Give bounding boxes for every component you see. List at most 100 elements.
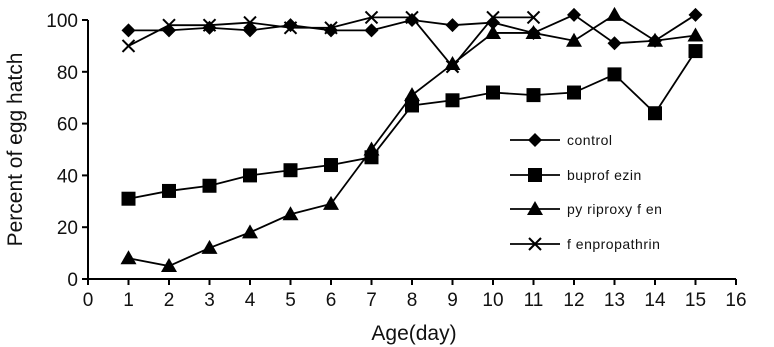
- cross-stroke: [486, 10, 500, 25]
- fenpropathrin-point: [243, 15, 257, 30]
- x-tick-label: 11: [524, 290, 544, 311]
- pyriproxyfen-point: [566, 32, 582, 47]
- pyriproxyfen-point: [404, 87, 420, 102]
- buprofezin-point: [445, 93, 460, 108]
- y-tick-label: 100: [46, 11, 78, 32]
- pyriproxyfen-point: [161, 258, 177, 273]
- buprofezin-point: [324, 158, 338, 173]
- fenpropathrin-point: [405, 10, 419, 25]
- pyriproxyfen-point: [242, 224, 258, 239]
- y-tick-label: 40: [57, 166, 78, 187]
- fenpropathrin-point: [202, 18, 217, 32]
- control-point: [243, 23, 257, 38]
- buprofezin-point: [486, 85, 500, 100]
- x-tick-label: 12: [563, 290, 584, 311]
- x-tick-label: 6: [326, 290, 337, 311]
- cross-stroke: [162, 18, 176, 32]
- buprofezin-point: [121, 191, 136, 206]
- pyriproxyfen-point: [363, 141, 380, 156]
- y-axis-label: Percent of egg hatch: [4, 53, 27, 247]
- pyriproxyfen-point: [485, 24, 501, 39]
- axes: [82, 19, 737, 285]
- pyriproxyfen-point: [120, 250, 137, 265]
- cross-stroke: [528, 237, 542, 251]
- cross-stroke: [445, 59, 460, 74]
- x-axis-label: Age(day): [371, 322, 456, 345]
- pyriproxyfen-point: [606, 6, 623, 21]
- pyriproxyfen-point: [323, 195, 339, 210]
- control-point: [486, 15, 500, 30]
- y-tick-label: 0: [67, 270, 78, 291]
- fenpropathrin-point: [162, 18, 176, 32]
- legend-item-buprofezin: buprof ezin: [510, 167, 642, 183]
- x-tick-label: 16: [725, 290, 746, 311]
- buprofezin-point: [607, 67, 622, 82]
- cross-stroke: [405, 10, 419, 25]
- x-tick-label: 5: [285, 290, 296, 311]
- y-tick-label: 80: [57, 63, 78, 84]
- control-point: [283, 18, 298, 33]
- y-tick-label: 60: [57, 115, 78, 136]
- pyriproxyfen-point: [527, 201, 543, 215]
- buprofezin-point: [688, 44, 703, 59]
- buprofezin-point: [405, 98, 419, 113]
- control-point: [567, 7, 581, 22]
- control-point: [688, 7, 703, 22]
- cross-stroke: [526, 10, 541, 25]
- pyriproxyfen-point: [282, 206, 299, 221]
- pyriproxyfen-point: [687, 27, 704, 42]
- legend-item-pyriproxyfen: py riproxy f en: [510, 201, 662, 217]
- fenpropathrin-point: [324, 21, 338, 35]
- legend-label: f enpropathrin: [567, 236, 660, 252]
- control-point: [607, 36, 622, 51]
- x-tick-label: 2: [164, 290, 175, 311]
- x-tick-label: 3: [204, 290, 215, 311]
- legend-label: control: [567, 132, 613, 148]
- control-point: [364, 23, 379, 38]
- pyriproxyfen-point: [647, 32, 663, 47]
- series-layer: [120, 6, 704, 273]
- control-point: [121, 23, 136, 38]
- cross-stroke: [243, 15, 257, 30]
- control-point: [324, 23, 338, 38]
- fenpropathrin-point: [283, 21, 298, 35]
- y-tick-label: 20: [57, 218, 78, 239]
- x-tick-label: 4: [245, 290, 256, 311]
- buprofezin-point: [162, 183, 176, 198]
- x-tick-label: 14: [644, 290, 666, 311]
- control-point: [445, 18, 460, 33]
- buprofezin-point: [567, 85, 581, 100]
- fenpropathrin-series: [121, 10, 541, 74]
- fenpropathrin-point: [526, 10, 541, 25]
- x-tick-label: 0: [83, 290, 94, 311]
- legend-label: buprof ezin: [567, 167, 642, 183]
- cross-stroke: [364, 10, 379, 25]
- cross-stroke: [324, 21, 338, 35]
- buprofezin-point: [528, 168, 542, 182]
- pyriproxyfen-series: [120, 6, 704, 273]
- fenpropathrin-point: [445, 59, 460, 74]
- cross-stroke: [283, 21, 298, 35]
- buprofezin-point: [526, 88, 541, 103]
- control-point: [202, 20, 217, 35]
- buprofezin-point: [243, 168, 257, 183]
- x-tick-label: 1: [123, 290, 134, 311]
- legend-label: py riproxy f en: [567, 201, 662, 217]
- cross-stroke: [121, 39, 136, 53]
- x-tick-label: 9: [447, 290, 458, 311]
- legend-item-control: control: [510, 132, 613, 148]
- fenpropathrin-point: [528, 237, 542, 251]
- buprofezin-point: [283, 163, 298, 178]
- fenpropathrin-point: [364, 10, 379, 25]
- buprofezin-point: [202, 178, 217, 193]
- fenpropathrin-point: [486, 10, 500, 25]
- pyriproxyfen-point: [525, 24, 542, 39]
- fenpropathrin-point: [121, 39, 136, 53]
- pyriproxyfen-point: [201, 239, 218, 254]
- buprofezin-point: [648, 106, 662, 121]
- x-tick-label: 15: [685, 290, 706, 311]
- x-tick-label: 10: [482, 290, 503, 311]
- legend-item-fenpropathrin: f enpropathrin: [510, 236, 660, 252]
